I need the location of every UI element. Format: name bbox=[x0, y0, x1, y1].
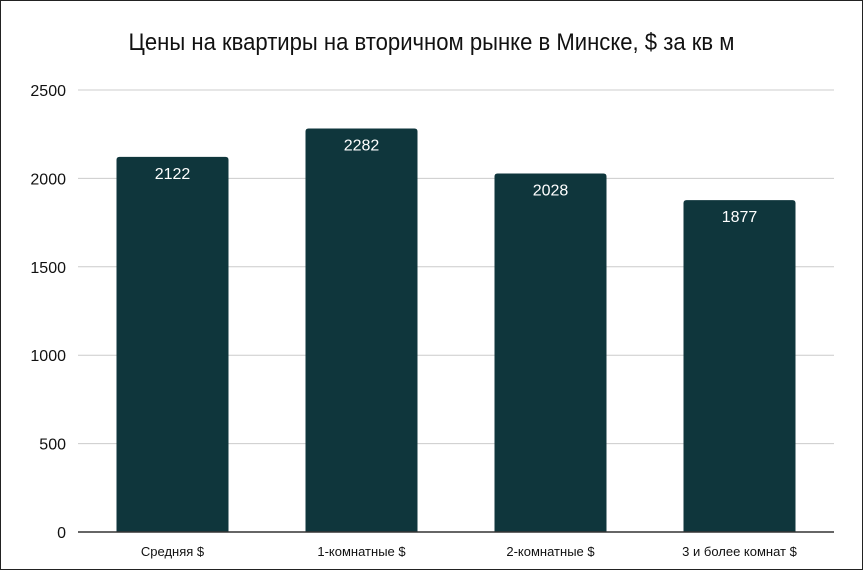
x-tick-label: 1-комнатные $ bbox=[317, 544, 406, 559]
data-label: 2122 bbox=[155, 166, 191, 183]
bar bbox=[305, 128, 418, 532]
data-label: 1877 bbox=[722, 209, 758, 226]
data-label: 2282 bbox=[344, 138, 380, 155]
y-tick-label: 1000 bbox=[30, 348, 66, 365]
bar bbox=[116, 156, 229, 533]
bar bbox=[683, 200, 796, 532]
x-tick-label: 2-комнатные $ bbox=[506, 544, 595, 559]
y-tick-label: 2000 bbox=[30, 171, 66, 188]
data-label: 2028 bbox=[533, 182, 569, 199]
y-tick-label: 0 bbox=[57, 525, 66, 542]
x-tick-label: Средняя $ bbox=[141, 544, 205, 559]
y-tick-label: 2500 bbox=[30, 83, 66, 100]
y-tick-label: 500 bbox=[39, 437, 66, 454]
x-tick-label: 3 и более комнат $ bbox=[682, 544, 797, 559]
chart-title: Цены на квартиры на вторичном рынке в Ми… bbox=[128, 29, 735, 56]
bar bbox=[494, 173, 607, 533]
y-tick-label: 1500 bbox=[30, 260, 66, 277]
